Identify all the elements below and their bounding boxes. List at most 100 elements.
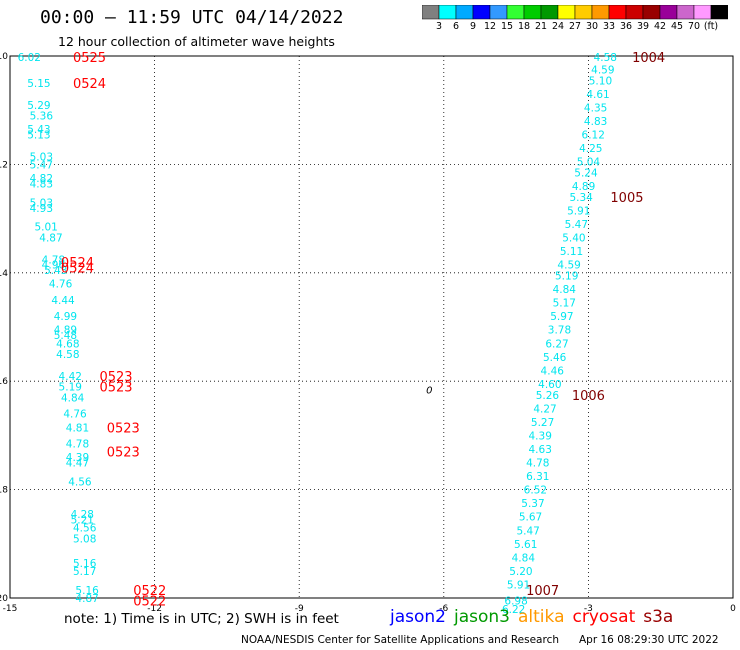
colorbar-tick-label: 39: [636, 21, 650, 32]
swh-value-label: 4.83: [584, 116, 607, 128]
satellite-legend: jason2 jason3 altika cryosat s3a: [390, 607, 681, 627]
swh-value-label: 5.08: [73, 533, 96, 545]
y-tick-label: -18: [0, 486, 8, 496]
swh-value-label: 4.25: [579, 143, 602, 155]
swh-value-label: 4.93: [30, 203, 53, 215]
swh-value-label: 4.44: [51, 295, 75, 307]
colorbar-tick-label: 12: [483, 21, 497, 32]
swh-value-label: 4.60: [538, 379, 561, 391]
colorbar-tick-label: 42: [653, 21, 667, 32]
swh-value-label: 5.43: [44, 265, 67, 277]
swh-value-label: 5.40: [562, 233, 585, 245]
footer-note: note: 1) Time is in UTC; 2) SWH is in fe…: [64, 611, 339, 627]
swh-value-label: 6.02: [18, 52, 41, 64]
plot-frame: [9, 55, 734, 599]
swh-value-label: 5.13: [27, 130, 50, 142]
swh-value-label: 3.78: [548, 325, 571, 337]
y-tick-label: -16: [0, 377, 8, 387]
x-tick-label: -3: [584, 604, 593, 614]
swh-value-label: 5.91: [507, 579, 530, 591]
pass-time-label: 1005: [610, 191, 643, 206]
swh-value-label: 5.10: [589, 75, 612, 87]
colorbar-tick-label: 45: [670, 21, 684, 32]
swh-value-label: 4.82: [30, 173, 53, 185]
colorbar: [422, 5, 728, 20]
swh-value-label: 4.87: [75, 593, 98, 605]
chart-annotation: 0: [426, 385, 432, 396]
swh-value-label: 5.21: [71, 514, 94, 526]
colorbar-tick-label: (ft): [703, 21, 719, 32]
swh-value-label: 4.84: [553, 284, 577, 296]
colorbar-swatch: [710, 5, 728, 20]
swh-value-label: 4.96: [42, 260, 66, 272]
swh-value-label: 5.17: [553, 298, 576, 310]
legend-item-jason2: jason2: [390, 607, 446, 627]
swh-value-label: 5.91: [567, 205, 590, 217]
x-tick-label: -15: [3, 604, 18, 614]
colorbar-tick-label: 33: [602, 21, 616, 32]
swh-value-label: 4.76: [63, 409, 87, 421]
x-tick-label: 0: [730, 604, 736, 614]
swh-value-label: 4.59: [591, 65, 614, 77]
colorbar-tick-label: 9: [469, 21, 477, 32]
page-title: 00:00 – 11:59 UTC 04/14/2022: [40, 7, 344, 28]
swh-value-label: 5.17: [73, 566, 96, 578]
swh-value-label: 4.56: [68, 476, 92, 488]
swh-value-label: 4.27: [533, 403, 556, 415]
swh-value-label: 5.47: [516, 525, 539, 537]
pass-time-label: 1004: [632, 51, 665, 66]
swh-value-label: 5.04: [577, 157, 601, 169]
swh-value-label: 4.78: [526, 458, 549, 470]
colorbar-tick-label: 21: [534, 21, 548, 32]
swh-value-label: 4.99: [54, 311, 77, 323]
legend-item-cryosat: cryosat: [572, 607, 636, 627]
x-tick-label: -6: [439, 604, 448, 614]
swh-value-label: 5.47: [30, 159, 53, 171]
colorbar-tick-label: 24: [551, 21, 565, 32]
colorbar-tick-label: 6: [452, 21, 460, 32]
swh-value-label: 4.42: [59, 371, 82, 383]
pass-time-label: 1007: [526, 584, 559, 599]
swh-value-label: 5.15: [27, 78, 50, 90]
page-subtitle: 12 hour collection of altimeter wave hei…: [58, 34, 335, 49]
pass-time-label: 0524: [73, 77, 106, 92]
colorbar-tick-label: 70: [687, 21, 701, 32]
swh-value-label: 6.12: [582, 130, 605, 142]
swh-value-label: 4.78: [66, 439, 89, 451]
colorbar-tick-label: 36: [619, 21, 633, 32]
x-tick-label: -9: [295, 604, 304, 614]
swh-value-label: 5.20: [509, 566, 532, 578]
swh-value-label: 5.01: [34, 222, 57, 234]
swh-value-label: 4.76: [49, 279, 73, 291]
swh-value-label: 6.27: [545, 338, 568, 350]
legend-item-jason3: jason3: [454, 607, 510, 627]
swh-value-label: 4.83: [30, 178, 53, 190]
y-tick-label: -14: [0, 269, 8, 279]
pass-time-label: 1006: [572, 389, 605, 404]
swh-value-label: 5.29: [27, 100, 50, 112]
pass-time-label: 0523: [107, 421, 140, 436]
swh-value-label: 5.16: [73, 558, 97, 570]
pass-time-label: 0523: [107, 446, 140, 461]
swh-value-label: 4.35: [584, 102, 607, 114]
swh-value-label: 4.47: [66, 458, 89, 470]
swh-value-label: 4.58: [594, 52, 617, 64]
pass-time-label: 0522: [133, 595, 166, 610]
swh-value-label: 6.22: [502, 604, 525, 616]
swh-value-label: 4.46: [541, 365, 565, 377]
swh-value-label: 5.26: [536, 390, 560, 402]
swh-value-label: 4.68: [56, 338, 79, 350]
swh-value-label: 4.84: [61, 392, 85, 404]
colorbar-tick-label: 3: [435, 21, 443, 32]
swh-value-label: 5.36: [30, 111, 54, 123]
swh-value-label: 5.16: [75, 585, 99, 597]
colorbar-tick-label: 15: [500, 21, 514, 32]
legend-item-s3a: s3a: [643, 607, 674, 627]
swh-value-label: 5.61: [514, 539, 537, 551]
pass-time-label: 0523: [99, 370, 132, 385]
swh-value-label: 4.89: [54, 325, 77, 337]
swh-value-label: 5.24: [574, 168, 598, 180]
swh-value-label: 4.61: [586, 89, 609, 101]
swh-value-label: 5.47: [565, 219, 588, 231]
